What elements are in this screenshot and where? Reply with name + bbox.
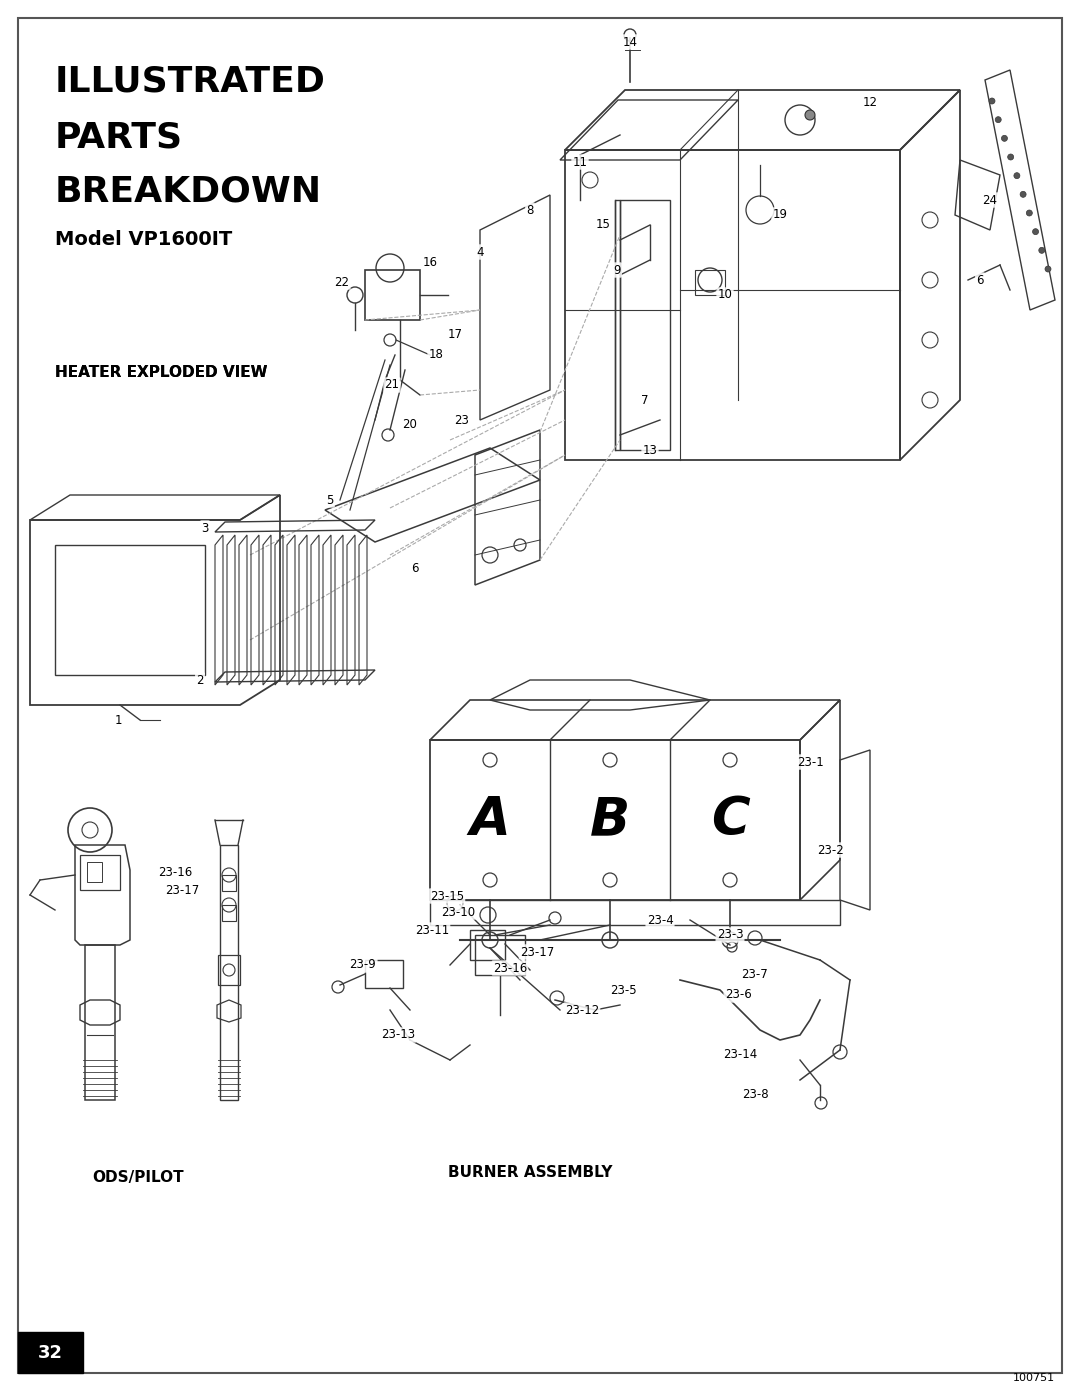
Bar: [80, 855, 120, 890]
Text: 23-7: 23-7: [742, 968, 768, 982]
Text: HEATER EXPLODED VIEW: HEATER EXPLODED VIEW: [55, 365, 268, 380]
Text: 21: 21: [384, 379, 400, 391]
Circle shape: [1014, 173, 1020, 179]
Text: 23-17: 23-17: [165, 883, 199, 897]
Text: 15: 15: [595, 218, 610, 232]
Text: 23-4: 23-4: [647, 914, 673, 926]
Text: ODS/PILOT: ODS/PILOT: [92, 1171, 184, 1185]
Bar: [87, 862, 102, 882]
Text: 23-5: 23-5: [610, 983, 636, 996]
Text: 23-13: 23-13: [381, 1028, 415, 1042]
Bar: [696, 270, 725, 295]
Bar: [475, 935, 525, 975]
Circle shape: [805, 110, 815, 120]
Text: 23-6: 23-6: [725, 989, 752, 1002]
Text: 12: 12: [863, 95, 877, 109]
Text: 23-8: 23-8: [742, 1088, 768, 1101]
Text: 23-10: 23-10: [441, 905, 475, 918]
Text: 18: 18: [429, 348, 444, 362]
Text: PARTS: PARTS: [55, 120, 184, 154]
Text: 9: 9: [613, 264, 621, 277]
Bar: [222, 875, 237, 891]
Text: C: C: [711, 793, 750, 847]
Circle shape: [1026, 210, 1032, 217]
Circle shape: [1021, 191, 1026, 197]
Bar: [18, 1331, 83, 1373]
Text: 23-1: 23-1: [797, 756, 823, 768]
Text: 7: 7: [642, 394, 649, 407]
Text: 23: 23: [455, 414, 470, 426]
Circle shape: [996, 117, 1001, 123]
Bar: [470, 930, 505, 960]
Text: 24: 24: [983, 194, 998, 207]
Text: 10: 10: [717, 289, 732, 302]
Text: 6: 6: [976, 274, 984, 286]
Text: 23-12: 23-12: [565, 1003, 599, 1017]
Text: 11: 11: [572, 155, 588, 169]
Text: 3: 3: [201, 521, 208, 535]
Text: 23-15: 23-15: [430, 890, 464, 902]
Text: 17: 17: [447, 328, 462, 341]
Text: 19: 19: [772, 208, 787, 222]
Circle shape: [1001, 136, 1008, 141]
Text: 4: 4: [476, 246, 484, 258]
Text: 23-16: 23-16: [158, 866, 192, 879]
Text: 100751: 100751: [1013, 1373, 1055, 1383]
Text: 23-16: 23-16: [492, 961, 527, 975]
Text: A: A: [470, 793, 511, 847]
Circle shape: [989, 98, 995, 103]
Text: 6: 6: [411, 562, 419, 574]
Text: 32: 32: [38, 1344, 63, 1362]
Circle shape: [1045, 265, 1051, 272]
Bar: [430, 740, 800, 900]
Text: 5: 5: [326, 493, 334, 507]
Bar: [365, 960, 403, 988]
Circle shape: [1039, 247, 1044, 253]
Bar: [222, 905, 237, 921]
Text: 23-2: 23-2: [816, 844, 843, 856]
Text: 23-14: 23-14: [723, 1049, 757, 1062]
Text: 8: 8: [526, 204, 534, 217]
Text: 20: 20: [403, 419, 418, 432]
Text: ILLUSTRATED: ILLUSTRATED: [55, 66, 326, 99]
Text: 13: 13: [643, 443, 658, 457]
Bar: [365, 270, 420, 320]
Text: 23-9: 23-9: [350, 958, 376, 971]
Text: BREAKDOWN: BREAKDOWN: [55, 175, 322, 210]
Circle shape: [1008, 154, 1014, 161]
Text: 2: 2: [197, 673, 204, 686]
Text: HEATER EXPLODED VIEW: HEATER EXPLODED VIEW: [55, 365, 268, 380]
Bar: [218, 956, 240, 985]
Text: Model VP1600IT: Model VP1600IT: [55, 231, 232, 249]
Text: B: B: [590, 793, 630, 847]
Text: 1: 1: [114, 714, 122, 726]
Text: 23-11: 23-11: [415, 923, 449, 936]
Circle shape: [1032, 229, 1039, 235]
Text: 23-3: 23-3: [717, 929, 743, 942]
Text: 16: 16: [422, 256, 437, 268]
Text: 14: 14: [622, 35, 637, 49]
Text: 22: 22: [335, 275, 350, 289]
Text: BURNER ASSEMBLY: BURNER ASSEMBLY: [448, 1165, 612, 1180]
Text: 23-17: 23-17: [519, 946, 554, 958]
